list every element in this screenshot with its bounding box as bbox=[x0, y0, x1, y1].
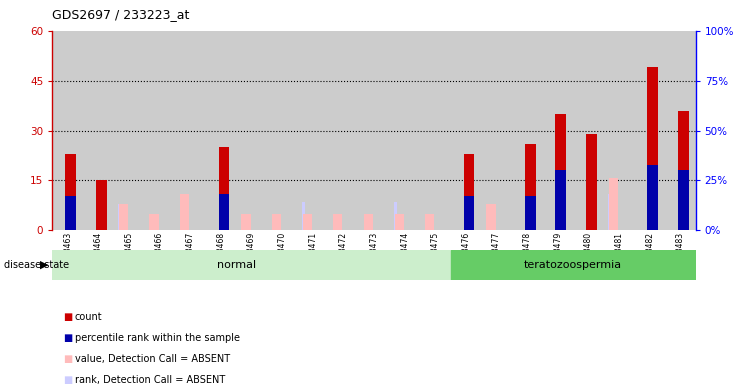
Text: ■: ■ bbox=[64, 312, 73, 322]
Bar bbox=[301, 202, 305, 230]
Bar bbox=[144, 31, 175, 230]
Bar bbox=[65, 154, 76, 230]
Bar bbox=[118, 204, 122, 230]
Text: teratozoospermia: teratozoospermia bbox=[524, 260, 622, 270]
Bar bbox=[647, 67, 658, 230]
Bar bbox=[573, 31, 604, 230]
Bar bbox=[450, 31, 481, 230]
Bar bbox=[604, 31, 634, 230]
Bar bbox=[609, 179, 618, 230]
Bar bbox=[485, 204, 489, 230]
Bar bbox=[52, 31, 83, 230]
Bar bbox=[364, 214, 373, 230]
Bar bbox=[218, 147, 229, 230]
Bar bbox=[175, 31, 206, 230]
Bar bbox=[556, 170, 566, 230]
Bar bbox=[218, 194, 229, 230]
Text: ▶: ▶ bbox=[40, 260, 49, 270]
Bar bbox=[556, 114, 566, 230]
Bar bbox=[450, 250, 696, 280]
Bar bbox=[242, 214, 251, 230]
Text: GDS2697 / 233223_at: GDS2697 / 233223_at bbox=[52, 8, 190, 21]
Bar bbox=[542, 31, 573, 230]
Bar bbox=[486, 204, 496, 230]
Bar bbox=[334, 214, 343, 230]
Bar bbox=[393, 202, 397, 230]
Bar bbox=[608, 194, 612, 230]
Bar bbox=[647, 164, 658, 230]
Bar bbox=[206, 31, 236, 230]
Bar bbox=[420, 31, 450, 230]
Bar bbox=[96, 180, 107, 230]
Bar bbox=[665, 31, 696, 230]
Bar bbox=[272, 214, 281, 230]
Text: ■: ■ bbox=[64, 354, 73, 364]
Text: rank, Detection Call = ABSENT: rank, Detection Call = ABSENT bbox=[75, 375, 225, 384]
Bar bbox=[180, 194, 189, 230]
Bar bbox=[267, 31, 298, 230]
Bar bbox=[298, 31, 328, 230]
Bar bbox=[394, 214, 404, 230]
Bar bbox=[150, 214, 159, 230]
Text: normal: normal bbox=[217, 260, 256, 270]
Bar bbox=[236, 31, 267, 230]
Text: ■: ■ bbox=[64, 375, 73, 384]
Bar bbox=[328, 31, 359, 230]
Bar bbox=[481, 31, 512, 230]
Bar bbox=[65, 197, 76, 230]
Bar bbox=[114, 31, 144, 230]
Bar bbox=[119, 204, 128, 230]
Bar bbox=[678, 170, 689, 230]
Text: disease state: disease state bbox=[4, 260, 69, 270]
Bar bbox=[83, 31, 114, 230]
Text: value, Detection Call = ABSENT: value, Detection Call = ABSENT bbox=[75, 354, 230, 364]
Bar bbox=[634, 31, 665, 230]
Bar bbox=[586, 134, 597, 230]
Bar bbox=[464, 197, 474, 230]
Bar bbox=[525, 197, 536, 230]
Bar bbox=[359, 31, 389, 230]
Bar bbox=[389, 31, 420, 230]
Text: ■: ■ bbox=[64, 333, 73, 343]
Bar bbox=[525, 144, 536, 230]
Bar bbox=[303, 214, 312, 230]
Text: percentile rank within the sample: percentile rank within the sample bbox=[75, 333, 240, 343]
Bar bbox=[512, 31, 542, 230]
Bar bbox=[464, 154, 474, 230]
Text: count: count bbox=[75, 312, 102, 322]
Bar bbox=[678, 111, 689, 230]
Bar bbox=[52, 250, 450, 280]
Bar bbox=[425, 214, 435, 230]
